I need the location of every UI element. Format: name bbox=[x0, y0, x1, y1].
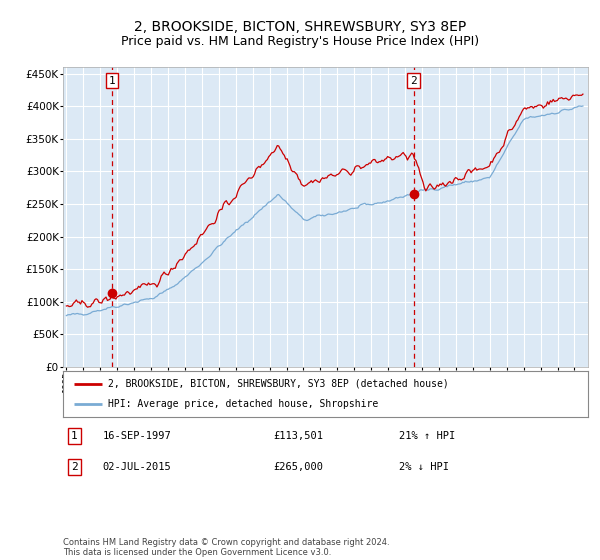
Text: 2% ↓ HPI: 2% ↓ HPI bbox=[399, 462, 449, 472]
Text: 2, BROOKSIDE, BICTON, SHREWSBURY, SY3 8EP (detached house): 2, BROOKSIDE, BICTON, SHREWSBURY, SY3 8E… bbox=[107, 379, 448, 389]
Text: 1: 1 bbox=[109, 76, 116, 86]
Text: £265,000: £265,000 bbox=[273, 462, 323, 472]
Text: Contains HM Land Registry data © Crown copyright and database right 2024.
This d: Contains HM Land Registry data © Crown c… bbox=[63, 538, 389, 557]
Text: 1: 1 bbox=[71, 431, 78, 441]
Text: Price paid vs. HM Land Registry's House Price Index (HPI): Price paid vs. HM Land Registry's House … bbox=[121, 35, 479, 48]
Text: 02-JUL-2015: 02-JUL-2015 bbox=[103, 462, 171, 472]
Text: £113,501: £113,501 bbox=[273, 431, 323, 441]
Text: 2: 2 bbox=[410, 76, 417, 86]
Text: 21% ↑ HPI: 21% ↑ HPI bbox=[399, 431, 455, 441]
Text: 16-SEP-1997: 16-SEP-1997 bbox=[103, 431, 171, 441]
Text: HPI: Average price, detached house, Shropshire: HPI: Average price, detached house, Shro… bbox=[107, 399, 378, 409]
Text: 2: 2 bbox=[71, 462, 78, 472]
Text: 2, BROOKSIDE, BICTON, SHREWSBURY, SY3 8EP: 2, BROOKSIDE, BICTON, SHREWSBURY, SY3 8E… bbox=[134, 20, 466, 34]
